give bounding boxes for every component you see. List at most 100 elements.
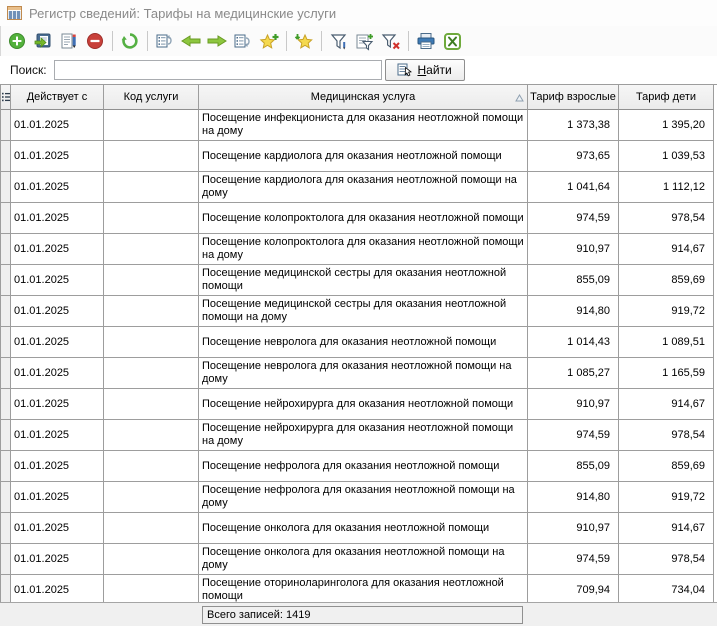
- table-row[interactable]: 01.01.2025 Посещение колопроктолога для …: [1, 203, 717, 234]
- table-row[interactable]: 01.01.2025 Посещение онколога для оказан…: [1, 544, 717, 575]
- cell-service-code: [104, 172, 199, 203]
- delete-button[interactable]: [82, 29, 108, 53]
- table-row[interactable]: 01.01.2025 Посещение онколога для оказан…: [1, 513, 717, 544]
- cell-tariff-child: 859,69: [619, 265, 714, 296]
- cell-valid-from: 01.01.2025: [11, 110, 104, 141]
- cell-service-name: Посещение медицинской сестры для оказани…: [199, 265, 528, 296]
- records-count-badge: Всего записей: 1419: [202, 606, 523, 624]
- cell-service-code: [104, 482, 199, 513]
- cell-tariff-child: 978,54: [619, 420, 714, 451]
- table-row[interactable]: 01.01.2025 Посещение медицинской сестры …: [1, 296, 717, 327]
- cell-service-code: [104, 327, 199, 358]
- filter-settings-button[interactable]: [352, 29, 378, 53]
- row-marker: [1, 327, 11, 358]
- row-marker: [1, 172, 11, 203]
- table-row[interactable]: 01.01.2025 Посещение кардиолога для оказ…: [1, 172, 717, 203]
- refresh-icon: [121, 32, 139, 50]
- row-marker: [1, 203, 11, 234]
- cell-tariff-child: 919,72: [619, 296, 714, 327]
- toolbar-separator: [147, 31, 148, 51]
- cell-tariff-adult: 974,59: [528, 420, 619, 451]
- filter-clear-button[interactable]: [378, 29, 404, 53]
- column-header-service-name[interactable]: Медицинская услуга: [199, 85, 528, 110]
- delete-icon: [86, 32, 104, 50]
- table-row[interactable]: 01.01.2025 Посещение нефролога для оказа…: [1, 451, 717, 482]
- favorites-list-button[interactable]: [291, 29, 317, 53]
- cell-service-name: Посещение онколога для оказания неотложн…: [199, 544, 528, 575]
- cell-tariff-child: 914,67: [619, 234, 714, 265]
- cell-service-code: [104, 389, 199, 420]
- status-bar: Всего записей: 1419: [0, 602, 717, 626]
- table-row[interactable]: 01.01.2025 Посещение колопроктолога для …: [1, 234, 717, 265]
- add-favorite-button[interactable]: [256, 29, 282, 53]
- table-row[interactable]: 01.01.2025 Посещение оториноларинголога …: [1, 575, 717, 602]
- table-row[interactable]: 01.01.2025 Посещение кардиолога для оказ…: [1, 141, 717, 172]
- cell-service-name: Посещение кардиолога для оказания неотло…: [199, 172, 528, 203]
- excel-export-button[interactable]: [439, 29, 465, 53]
- back-button[interactable]: [178, 29, 204, 53]
- cell-service-name: Посещение нефролога для оказания неотлож…: [199, 482, 528, 513]
- grid-body: 01.01.2025 Посещение инфекциониста для о…: [0, 110, 717, 602]
- table-row[interactable]: 01.01.2025 Посещение медицинской сестры …: [1, 265, 717, 296]
- forward-button[interactable]: [204, 29, 230, 53]
- table-row[interactable]: 01.01.2025 Посещение невролога для оказа…: [1, 327, 717, 358]
- refresh-button[interactable]: [117, 29, 143, 53]
- cell-valid-from: 01.01.2025: [11, 234, 104, 265]
- sort-ascending-icon: [515, 93, 524, 105]
- nav-list-prev-button[interactable]: [152, 29, 178, 53]
- cell-service-code: [104, 234, 199, 265]
- save-new-button[interactable]: [30, 29, 56, 53]
- toolbar-separator: [112, 31, 113, 51]
- row-marker: [1, 110, 11, 141]
- print-button[interactable]: [413, 29, 439, 53]
- excel-export-icon: [443, 32, 462, 51]
- column-header-tariff-adult[interactable]: Тариф взрослые: [528, 85, 619, 110]
- cell-tariff-child: 978,54: [619, 544, 714, 575]
- cell-tariff-child: 919,72: [619, 482, 714, 513]
- find-button-label: Найти: [417, 63, 452, 77]
- cell-tariff-adult: 1 014,43: [528, 327, 619, 358]
- add-button[interactable]: [4, 29, 30, 53]
- cell-valid-from: 01.01.2025: [11, 575, 104, 602]
- cell-service-code: [104, 203, 199, 234]
- table-row[interactable]: 01.01.2025 Посещение нефролога для оказа…: [1, 482, 717, 513]
- cell-valid-from: 01.01.2025: [11, 296, 104, 327]
- cell-service-code: [104, 141, 199, 172]
- cell-valid-from: 01.01.2025: [11, 451, 104, 482]
- table-row[interactable]: 01.01.2025 Посещение инфекциониста для о…: [1, 110, 717, 141]
- filter-settings-icon: [355, 32, 375, 51]
- cell-service-code: [104, 265, 199, 296]
- page-title: Регистр сведений: Тарифы на медицинские …: [29, 5, 337, 21]
- search-label: Поиск:: [10, 63, 47, 77]
- nav-list-next-icon: [233, 32, 253, 50]
- cell-tariff-child: 914,67: [619, 513, 714, 544]
- cell-tariff-adult: 914,80: [528, 482, 619, 513]
- edit-button[interactable]: [56, 29, 82, 53]
- table-row[interactable]: 01.01.2025 Посещение нейрохирурга для ок…: [1, 420, 717, 451]
- cell-tariff-child: 1 112,12: [619, 172, 714, 203]
- row-marker: [1, 265, 11, 296]
- cell-service-code: [104, 420, 199, 451]
- filter-button[interactable]: [326, 29, 352, 53]
- cell-tariff-adult: 973,65: [528, 141, 619, 172]
- cell-tariff-adult: 974,59: [528, 203, 619, 234]
- star-add-icon: [259, 32, 279, 51]
- cell-tariff-adult: 855,09: [528, 451, 619, 482]
- column-header-tariff-child[interactable]: Тариф дети: [619, 85, 714, 110]
- cell-tariff-child: 914,67: [619, 389, 714, 420]
- cell-service-name: Посещение кардиолога для оказания неотло…: [199, 141, 528, 172]
- table-row[interactable]: 01.01.2025 Посещение невролога для оказа…: [1, 358, 717, 389]
- find-button[interactable]: Найти: [384, 59, 465, 81]
- table-row[interactable]: 01.01.2025 Посещение нейрохирурга для ок…: [1, 389, 717, 420]
- column-header-service-code[interactable]: Код услуги: [104, 85, 199, 110]
- cell-service-code: [104, 451, 199, 482]
- search-input[interactable]: [53, 60, 382, 80]
- cell-tariff-adult: 1 085,27: [528, 358, 619, 389]
- list-marker-icon: [1, 92, 10, 102]
- column-header-service-name-label: Медицинская услуга: [310, 91, 416, 103]
- cell-tariff-adult: 910,97: [528, 513, 619, 544]
- nav-list-next-button[interactable]: [230, 29, 256, 53]
- column-header-valid-from[interactable]: Действует с: [11, 85, 104, 110]
- cell-tariff-child: 1 089,51: [619, 327, 714, 358]
